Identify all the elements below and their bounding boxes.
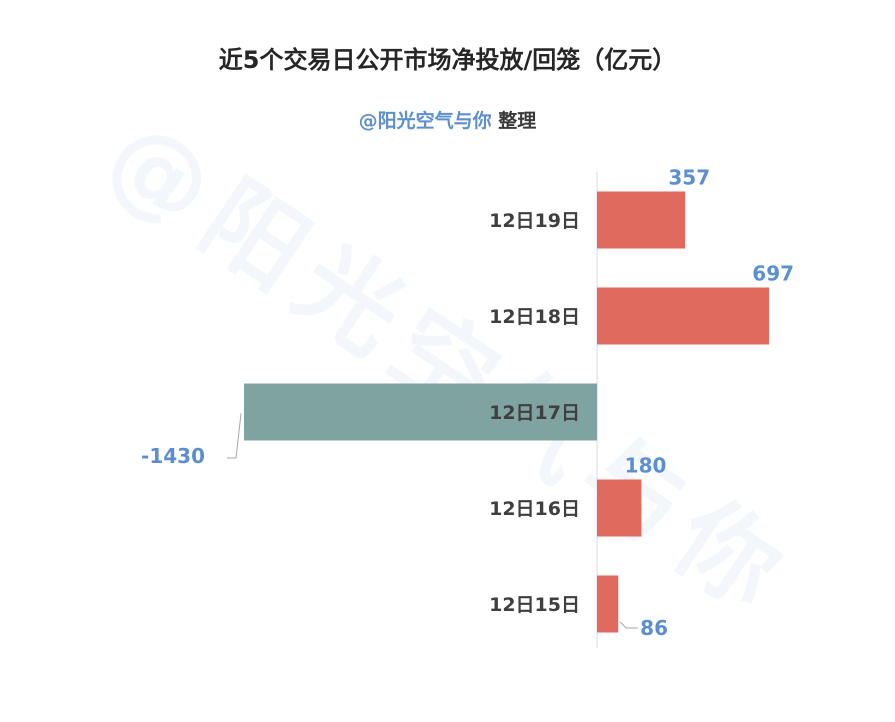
value-label-0: 357 [668, 166, 710, 190]
bar-0 [597, 191, 686, 249]
category-label-1: 12日18日 [489, 306, 580, 328]
bar-1 [597, 287, 770, 345]
chart-title: 近5个交易日公开市场净投放/回笼（亿元） [218, 46, 677, 74]
value-labels-group: 357 697 -1430 180 86 [141, 166, 794, 641]
subtitle-credit: @阳光空气与你 [358, 110, 492, 132]
category-label-2: 12日17日 [489, 402, 580, 424]
bar-2 [244, 383, 597, 441]
leader-line-2 [227, 413, 242, 459]
value-label-2: -1430 [141, 444, 205, 468]
chart-subtitle: @阳光空气与你 整理 [0, 106, 895, 133]
bar-3 [597, 479, 642, 537]
category-label-4: 12日15日 [489, 594, 580, 616]
category-label-3: 12日16日 [489, 498, 580, 520]
leader-line-4 [619, 621, 638, 629]
category-label-0: 12日19日 [489, 210, 580, 232]
value-label-1: 697 [752, 262, 794, 286]
bars-group [244, 191, 770, 633]
category-labels-group: 12日19日 12日18日 12日17日 12日16日 12日15日 [489, 210, 580, 616]
value-label-3: 180 [625, 454, 667, 478]
bar-4 [597, 575, 619, 633]
subtitle-suffix: 整理 [491, 110, 537, 132]
value-label-4: 86 [640, 616, 668, 640]
leader-lines-group [227, 413, 638, 629]
